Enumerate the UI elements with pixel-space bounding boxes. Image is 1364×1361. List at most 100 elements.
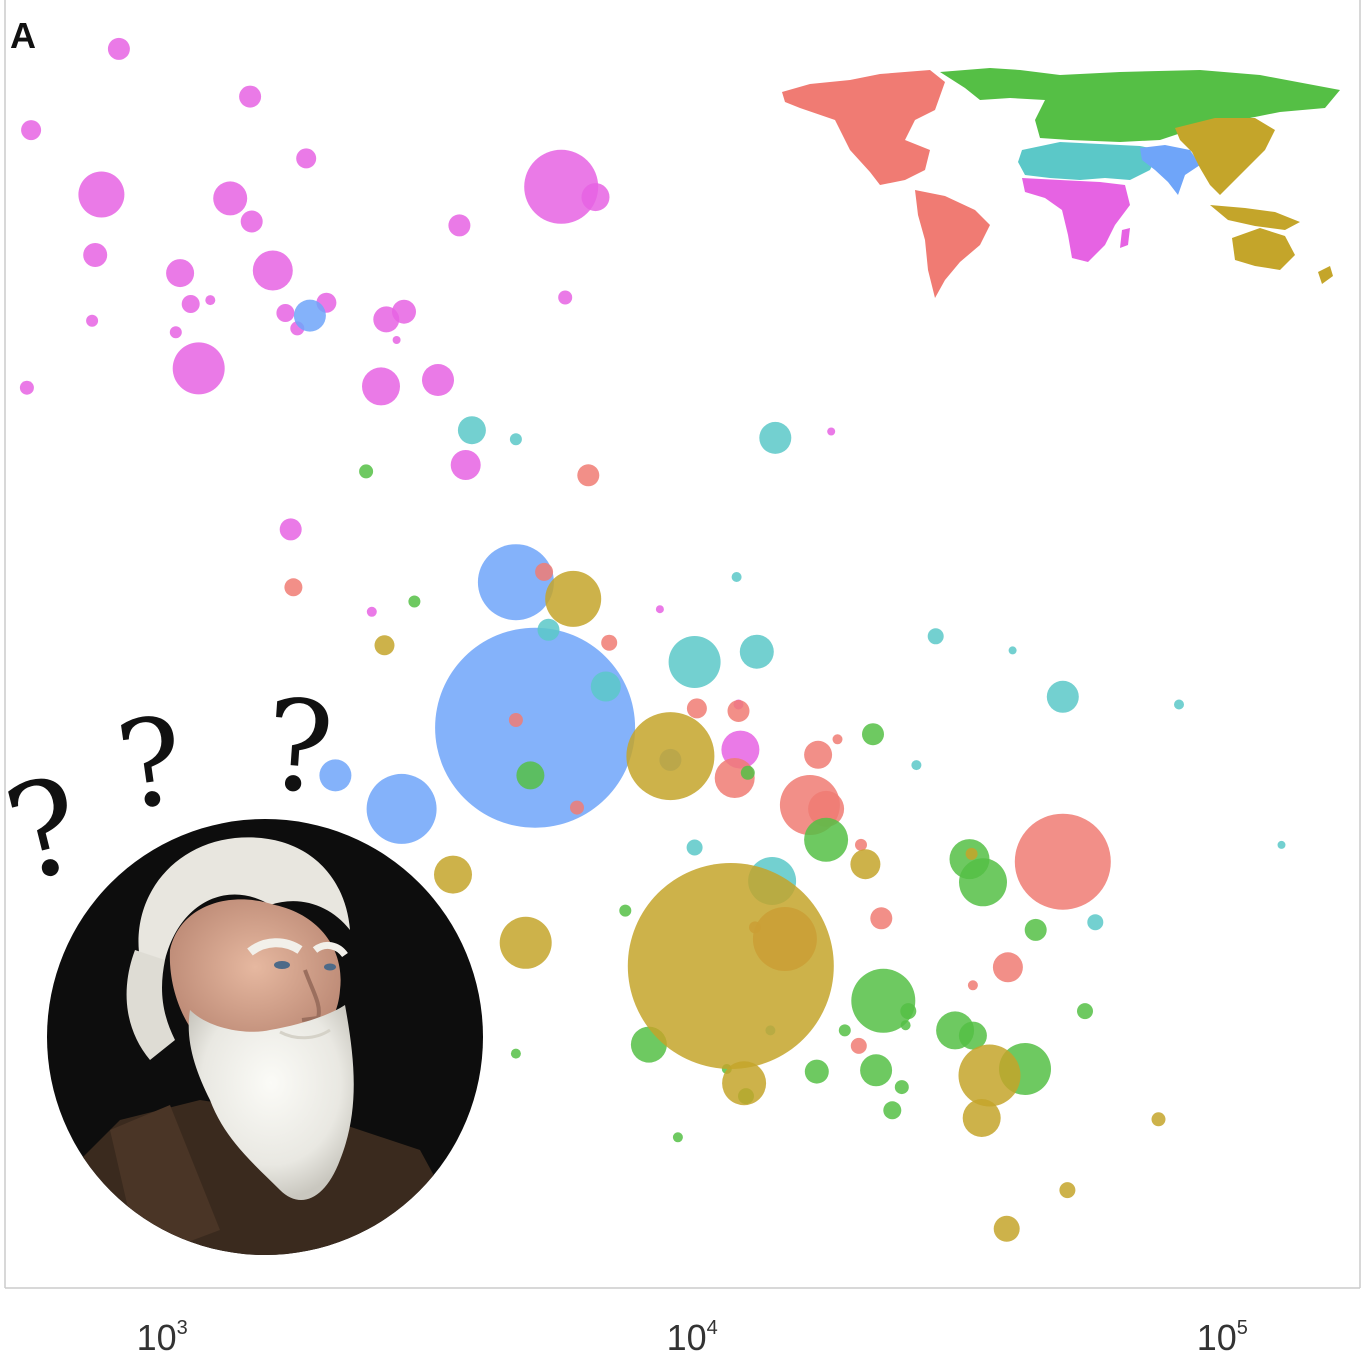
bubble-point-50 (1008, 646, 1017, 655)
map-region-australia (1232, 228, 1295, 270)
bubble-point-89 (1024, 918, 1047, 941)
bubble-point-110 (434, 855, 472, 894)
bubble-point-62 (601, 634, 618, 651)
bubble-point-96 (900, 1020, 911, 1031)
map-region-southeast-asia (1210, 205, 1300, 230)
bubble-point-99 (804, 1059, 829, 1084)
bubble-point-114 (965, 847, 978, 860)
bubble-point-93 (958, 1021, 987, 1050)
bubble-point-112 (627, 863, 834, 1069)
bubble-point-35 (293, 299, 326, 332)
bubble-point-101 (894, 1080, 909, 1095)
bubble-point-113 (850, 849, 881, 880)
bubble-point-39 (319, 759, 352, 792)
bubble-point-82 (516, 761, 545, 790)
bubble-point-6 (240, 210, 263, 233)
bubble-point-8 (581, 183, 610, 212)
bubble-point-49 (927, 628, 944, 645)
bubble-point-116 (958, 1044, 1021, 1107)
bubble-point-31 (655, 605, 664, 614)
bubble-point-22 (86, 314, 99, 327)
bubble-point-28 (450, 450, 481, 480)
bubble-point-9 (448, 214, 471, 237)
bubble-point-72 (855, 838, 867, 851)
map-region-east-asia-pacific (1175, 118, 1275, 195)
bubble-point-105 (672, 1132, 683, 1143)
bubble-point-91 (900, 1003, 917, 1020)
bubble-point-90 (851, 968, 916, 1033)
bubble-point-2 (239, 85, 262, 108)
bubble-point-115 (722, 1061, 767, 1106)
bubble-point-1 (21, 120, 42, 141)
bubble-point-73 (1014, 813, 1111, 910)
bubble-point-88 (959, 858, 1007, 907)
bubble-point-44 (731, 572, 742, 582)
bubble-point-11 (166, 259, 195, 288)
x-tick-label: 105 (1197, 1317, 1248, 1358)
map-region-sub-saharan-africa (1022, 178, 1130, 262)
bubble-point-109 (626, 712, 715, 801)
bubble-point-63 (508, 713, 523, 727)
bubble-point-14 (205, 295, 216, 306)
x-tick-labels: 103 104 105 (137, 1317, 1248, 1358)
bubble-point-80 (359, 464, 374, 479)
bubble-point-21 (558, 290, 573, 305)
bubble-point-70 (832, 734, 843, 745)
bubble-point-108 (545, 570, 602, 627)
bubble-point-23 (169, 326, 182, 339)
bubble-point-13 (181, 295, 200, 313)
bubble-point-71 (570, 800, 584, 815)
map-region-americas-north (782, 70, 945, 185)
bubble-point-36 (477, 544, 554, 621)
bubble-point-68 (808, 790, 845, 827)
bubble-point-55 (1087, 914, 1104, 931)
bubble-point-25 (362, 367, 400, 406)
bubble-point-59 (577, 464, 600, 487)
bubble-point-118 (1151, 1112, 1166, 1127)
bubble-point-117 (962, 1099, 1001, 1137)
question-mark-left: ? (0, 747, 97, 911)
bubble-point-42 (509, 433, 522, 446)
bubble-point-48 (590, 671, 621, 702)
bubble-point-27 (19, 380, 34, 395)
bubble-point-56 (1277, 840, 1286, 849)
bubble-point-95 (838, 1024, 851, 1037)
bubble-point-20 (392, 336, 401, 344)
bubble-point-38 (366, 773, 437, 844)
bubble-point-83 (619, 904, 632, 917)
bubble-point-37 (435, 627, 636, 828)
bubble-point-86 (804, 817, 849, 862)
bubble-point-119 (1059, 1182, 1076, 1199)
bubble-point-45 (537, 618, 560, 641)
bubble-point-120 (993, 1215, 1020, 1242)
bubble-point-51 (1046, 680, 1079, 713)
bubble-point-111 (499, 916, 552, 969)
bubble-point-79 (850, 1037, 867, 1054)
map-region-new-zealand (1318, 266, 1333, 284)
bubble-point-43 (759, 421, 792, 454)
bubble-point-61 (284, 578, 303, 597)
bubble-point-7 (524, 149, 599, 224)
bubble-point-77 (992, 952, 1023, 983)
map-region-south-asia (1140, 145, 1200, 195)
bubble-point-100 (860, 1054, 893, 1087)
bubble-layer (19, 37, 1286, 1242)
thinking-overlay: ? ? ? (0, 673, 483, 1255)
bubble-point-10 (83, 243, 108, 267)
bubble-point-52 (1174, 699, 1184, 710)
bubble-point-12 (252, 250, 293, 291)
bubble-point-84 (740, 765, 755, 780)
bubble-point-69 (804, 740, 833, 769)
bubble-point-29 (279, 518, 302, 541)
bubble-point-104 (1077, 1003, 1093, 1020)
x-tick-label: 103 (137, 1317, 188, 1358)
x-tick-label: 104 (667, 1317, 718, 1358)
map-region-middle-east-north-africa (1018, 142, 1160, 180)
panel-label: A (10, 15, 36, 56)
bubble-point-46 (668, 636, 721, 688)
bearded-man-portrait (47, 819, 483, 1255)
map-region-americas-south (915, 190, 990, 298)
map-region-madagascar (1120, 228, 1130, 248)
map-region-europe-central-asia (940, 68, 1340, 142)
